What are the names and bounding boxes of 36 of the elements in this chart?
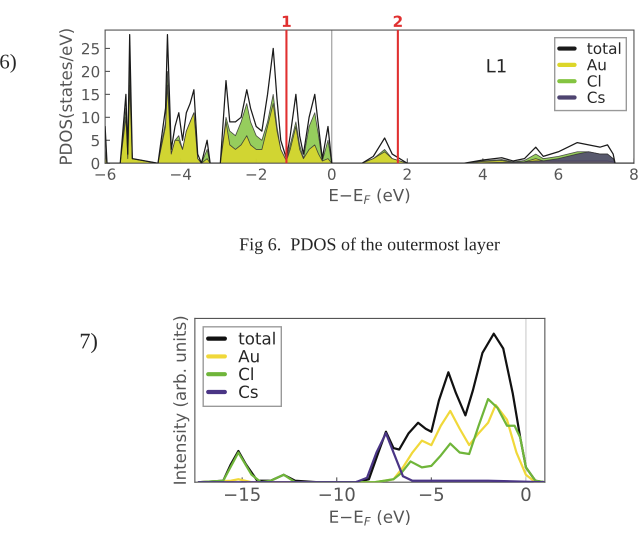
caption: Fig 6. PDOS of the outermost layer: [240, 238, 500, 254]
y-tick-label: 0: [92, 158, 100, 170]
legend-label: Cl: [239, 367, 253, 380]
annotation: 1: [282, 16, 291, 27]
x-tick-label: 2: [404, 168, 411, 180]
y-tick-label: 15: [82, 89, 99, 100]
x-tick-label: 0: [521, 487, 530, 502]
annotation: L1: [487, 59, 506, 72]
annotation: 2: [394, 16, 402, 27]
y-axis-title: PDOS(states/eV): [59, 29, 74, 164]
x-tick-label: 0: [328, 168, 336, 180]
legend-label: Cs: [588, 92, 605, 104]
x-axis-title: E−E$_{F}$ (eV): [330, 188, 410, 204]
legend-label: Au: [238, 350, 259, 362]
x-axis-title: E−E$_{F}$ (eV): [330, 510, 410, 526]
y-tick-label: 10: [82, 112, 100, 124]
x-tick-label: −4: [171, 168, 192, 180]
y-tick-label: 25: [82, 42, 99, 54]
y-tick-label: 5: [92, 134, 99, 146]
legend-label: Au: [586, 59, 606, 70]
legend-label: total: [587, 42, 620, 54]
x-tick-label: −2: [246, 168, 266, 180]
x-tick-label: 8: [630, 168, 638, 180]
y-tick-label: 20: [82, 66, 100, 78]
text: 7): [80, 332, 97, 354]
x-tick-label: −6: [95, 168, 116, 180]
x-tick-label: −15: [225, 488, 260, 502]
x-tick-label: −10: [320, 487, 355, 502]
x-tick-label: 6: [554, 168, 562, 180]
x-tick-label: 4: [478, 168, 487, 180]
y-axis-title: Intensity (arb. units): [173, 316, 190, 484]
legend-label: total: [238, 332, 275, 345]
legend-label: Cs: [239, 385, 258, 398]
x-tick-label: −5: [420, 488, 444, 502]
legend-label: Cl: [588, 74, 600, 87]
text: 6): [0, 54, 16, 73]
